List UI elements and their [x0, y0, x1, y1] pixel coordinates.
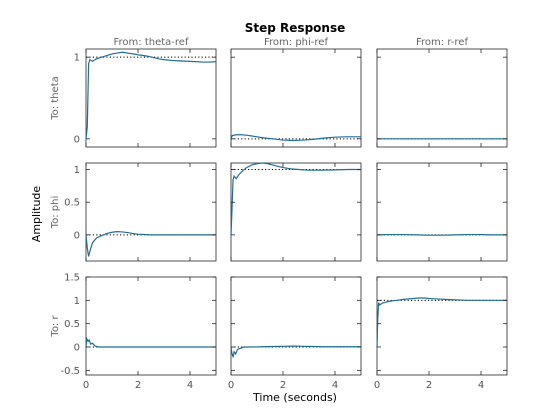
- y-tick-label: 0.5: [64, 198, 80, 209]
- panel-axes-box: [85, 276, 217, 376]
- x-tick-label: 2: [426, 380, 432, 391]
- response-curve: [376, 233, 507, 236]
- panel-axes-box: [376, 48, 508, 148]
- y-tick-label: 1: [74, 53, 80, 64]
- response-curve: [85, 336, 216, 348]
- response-curve: [376, 297, 507, 348]
- panel-axes-box: [85, 48, 217, 148]
- y-tick-label: 1: [74, 296, 80, 307]
- x-tick-label: 0: [228, 380, 234, 391]
- panel-2-0: -0.500.511.50 2 4: [60, 273, 217, 391]
- x-axis-label: Time (seconds): [252, 391, 337, 404]
- x-tick-label: 0: [374, 380, 380, 391]
- panel-2-1: 0 2 4: [228, 276, 362, 391]
- row-title: To: theta: [50, 76, 61, 121]
- panel-axes-box: [85, 162, 217, 262]
- panel-2-2: 0 2 4: [374, 276, 508, 391]
- panel-axes-box: [376, 276, 508, 376]
- panel-0-0: 01: [74, 48, 217, 148]
- x-tick-label: 4: [187, 380, 193, 391]
- column-title: From: phi-ref: [264, 37, 328, 48]
- y-tick-label: 1.5: [64, 273, 80, 284]
- column-title: From: theta-ref: [114, 37, 189, 48]
- panel-1-0: 00.51: [64, 162, 217, 262]
- y-tick-label: 0.5: [64, 319, 80, 330]
- y-tick-label: -0.5: [60, 366, 80, 377]
- response-curve: [85, 230, 216, 257]
- y-tick-label: 0: [74, 230, 80, 241]
- y-tick-label: 1: [74, 165, 80, 176]
- response-curve: [230, 162, 361, 235]
- panel-0-2: [376, 48, 508, 148]
- row-title: To: r: [50, 315, 61, 338]
- y-tick-label: 0: [74, 134, 80, 145]
- response-curve: [230, 134, 361, 142]
- panel-1-1: [230, 162, 362, 262]
- x-tick-label: 0: [83, 380, 89, 391]
- panel-axes-box: [230, 48, 362, 148]
- x-tick-label: 4: [478, 380, 484, 391]
- panel-1-2: [376, 162, 508, 262]
- panel-0-1: [230, 48, 362, 148]
- response-curve: [230, 345, 361, 358]
- x-tick-label: 2: [280, 380, 286, 391]
- x-tick-label: 2: [135, 380, 141, 391]
- panel-axes-box: [230, 276, 362, 376]
- x-tick-label: 4: [332, 380, 338, 391]
- y-tick-label: 0: [74, 343, 80, 354]
- panel-axes-box: [230, 162, 362, 262]
- column-title: From: r-ref: [416, 37, 468, 48]
- response-curve: [85, 51, 217, 139]
- chart-title: Step Response: [245, 21, 345, 35]
- panel-axes-box: [376, 162, 508, 262]
- y-axis-label: Amplitude: [30, 186, 43, 243]
- row-title: To: phi: [50, 196, 61, 230]
